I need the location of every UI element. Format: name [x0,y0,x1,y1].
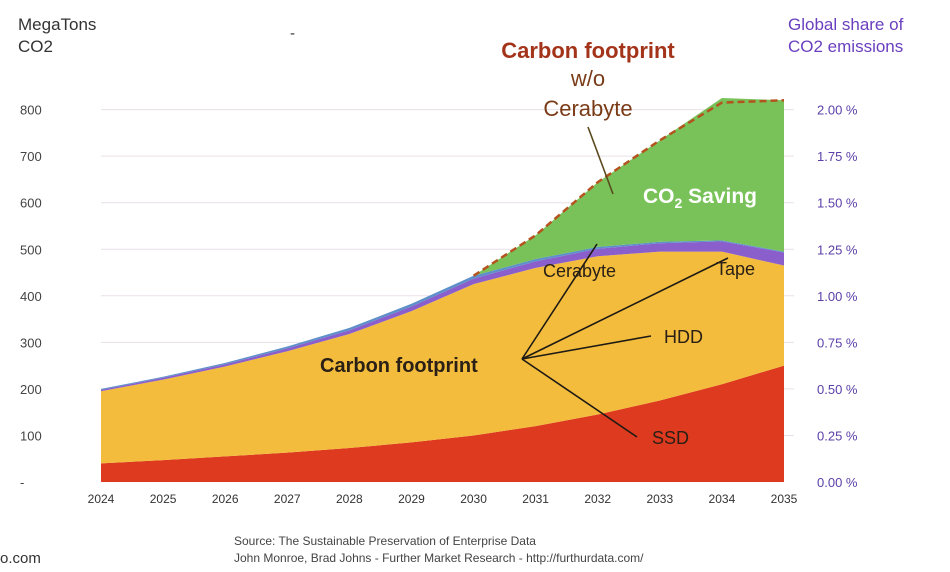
annotation-cerabyte: Cerabyte [543,261,616,281]
y-axis-title-line1: MegaTons [18,15,96,34]
y2-tick-500: 1.25 % [817,242,858,257]
x-tick-2030: 2030 [460,492,487,506]
annotation-tape: Tape [716,259,755,279]
annotation-hdd: HDD [664,327,703,347]
y2-tick-100: 0.25 % [817,428,858,443]
y-axis-title-line2: CO2 [18,37,53,56]
y2-tick-200: 0.50 % [817,382,858,397]
annotations [521,126,729,438]
x-tick-2033: 2033 [646,492,673,506]
annotation-footprint-wo-line2: w/o [570,66,605,91]
y2-tick-600: 1.50 % [817,196,858,211]
co2-saving-suffix: Saving [682,185,757,208]
annotation-co2-saving: CO2 Saving [643,185,757,211]
x-tick-2027: 2027 [274,492,301,506]
x-tick-2028: 2028 [336,492,363,506]
x-tick-2031: 2031 [522,492,549,506]
y-tick-200: 200 [20,382,42,397]
x-tick-2024: 2024 [88,492,115,506]
y2-tick-700: 1.75 % [817,149,858,164]
co2-saving-prefix: CO [643,185,675,208]
y-tick-0: - [20,475,24,490]
co2-saving-subscript: 2 [675,195,683,211]
top-mark: - [290,25,295,42]
annotation-ssd: SSD [652,428,689,448]
y2-tick-300: 0.75 % [817,335,858,350]
x-tick-2034: 2034 [709,492,736,506]
y2-axis-title-line1: Global share of [788,15,904,34]
y-tick-800: 800 [20,103,42,118]
axis-ticks: - 100 200 300 400 500 600 700 800 0.00 % 0.25 % 0.5… [20,103,858,506]
x-tick-2025: 2025 [150,492,177,506]
y2-axis-title-line2: CO2 emissions [788,37,903,56]
annotation-footprint-wo-line1: Carbon footprint [501,38,675,63]
area-co2-saving [101,97,784,389]
leader-footprint-wo [587,126,614,195]
corner-text: o.com [0,550,41,567]
y-tick-400: 400 [20,289,42,304]
x-tick-2035: 2035 [771,492,798,506]
y2-tick-400: 1.00 % [817,289,858,304]
stacked-areas [101,97,785,482]
x-tick-2032: 2032 [584,492,611,506]
source-line2: John Monroe, Brad Johns - Further Market… [234,551,644,565]
leader-ssd [521,358,638,438]
leader-tape [521,257,729,360]
y-tick-500: 500 [20,242,42,257]
annotation-carbon-footprint: Carbon footprint [320,355,478,377]
source-line1: Source: The Sustainable Preservation of … [234,534,536,548]
area-tape [101,241,784,392]
y-tick-600: 600 [20,196,42,211]
y-tick-300: 300 [20,335,42,350]
leader-hdd [521,335,652,360]
area-ssd [101,365,784,482]
area-hdd [101,251,784,464]
x-tick-2026: 2026 [212,492,239,506]
leader-cerabyte [521,243,598,360]
annotation-footprint-wo-line3: Cerabyte [543,96,632,121]
dashed-line-footprint-wo-cerabyte [472,99,785,277]
y-tick-100: 100 [20,428,42,443]
y2-tick-0: 0.00 % [817,475,858,490]
y-tick-700: 700 [20,149,42,164]
y2-tick-800: 2.00 % [817,103,858,118]
x-tick-2029: 2029 [398,492,425,506]
